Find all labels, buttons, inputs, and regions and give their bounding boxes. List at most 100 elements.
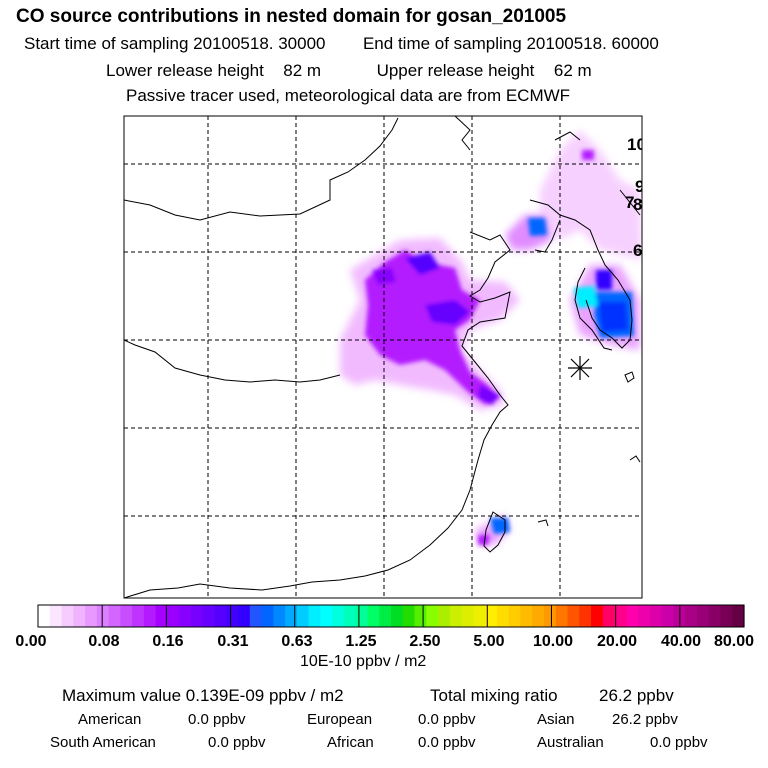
- end-time-value: 20100518. 60000: [526, 34, 659, 53]
- colorbar-swatch: [732, 605, 745, 627]
- colorbar-swatch: [249, 605, 263, 627]
- colorbar-swatch: [720, 605, 733, 627]
- colorbar-swatch: [308, 605, 321, 627]
- colorbar-swatch: [332, 605, 345, 627]
- colorbar-swatch: [120, 605, 133, 627]
- colorbar-swatch: [579, 605, 592, 627]
- max-value-label: Maximum value: [62, 686, 182, 705]
- max-value-line: Maximum value 0.139E-09 ppbv / m2: [62, 686, 344, 706]
- african-label: African: [327, 734, 374, 751]
- total-mixing-line: Total mixing ratio 26.2 ppbv: [430, 686, 674, 706]
- colorbar-swatch: [626, 605, 639, 627]
- australian-label: Australian: [537, 734, 604, 751]
- lat-lon-grid: [124, 116, 642, 598]
- european-label: European: [307, 711, 373, 728]
- colorbar-swatch: [61, 605, 74, 627]
- colorbar-swatch: [685, 605, 698, 627]
- colorbar-swatch: [108, 605, 121, 627]
- end-time-label: End time of sampling: [362, 34, 522, 53]
- south-american-value: 0.0 ppbv: [208, 734, 266, 751]
- sampling-times: Start time of sampling 20100518. 30000 E…: [24, 34, 659, 54]
- colorbar-swatch: [661, 605, 674, 627]
- european-value: 0.0 ppbv: [418, 711, 476, 728]
- colorbar-swatch: [649, 605, 663, 627]
- colorbar-swatch: [355, 605, 369, 627]
- colorbar-swatch: [461, 605, 474, 627]
- coastlines: [124, 116, 641, 598]
- lower-height-label: Lower release height: [106, 61, 264, 80]
- colorbar-swatch: [614, 605, 627, 627]
- colorbar-swatch: [485, 605, 498, 627]
- colorbar-tick: 2.50: [409, 633, 440, 650]
- colorbar-tick-labels: 0.00 0.08 0.16 0.31 0.63 1.25 2.50 5.00 …: [15, 633, 754, 650]
- edge-label: 8: [633, 195, 642, 214]
- colorbar-swatch: [708, 605, 722, 627]
- colorbar-swatch: [143, 605, 157, 627]
- tracer-note: Passive tracer used, meteorological data…: [126, 86, 571, 105]
- colorbar-swatch: [391, 605, 404, 627]
- total-mixing-value: 26.2 ppbv: [599, 686, 674, 705]
- edge-label: 6: [633, 241, 642, 260]
- colorbar-tick: 5.00: [473, 633, 504, 650]
- edge-label: 7: [625, 193, 634, 212]
- start-time-value: 20100518. 30000: [193, 34, 326, 53]
- colorbar-swatch: [96, 605, 110, 627]
- colorbar-swatch: [190, 605, 204, 627]
- colorbar-tick: 20.00: [597, 633, 637, 650]
- colorbar-swatch: [285, 605, 298, 627]
- colorbar-swatch: [38, 605, 51, 627]
- colorbar-swatch: [238, 605, 251, 627]
- start-time-label: Start time of sampling: [24, 34, 189, 53]
- lower-height-value: 82 m: [283, 61, 322, 80]
- colorbar-swatch: [508, 605, 522, 627]
- colorbar-swatch: [543, 605, 557, 627]
- asian-value: 26.2 ppbv: [612, 711, 678, 728]
- colorbar-swatch: [696, 605, 710, 627]
- colorbar-swatch: [567, 605, 580, 627]
- release-heights: Lower release height 82 m Upper release …: [106, 61, 592, 81]
- max-value: 0.139E-09 ppbv / m2: [185, 686, 344, 705]
- colorbar-swatch: [520, 605, 533, 627]
- colorbar-swatch: [226, 605, 239, 627]
- colorbar-swatch: [402, 605, 416, 627]
- colorbar-tick: 10.00: [533, 633, 573, 650]
- colorbar-swatch: [602, 605, 616, 627]
- colorbar-swatch: [414, 605, 427, 627]
- colorbar-tick: 0.16: [152, 633, 183, 650]
- colorbar-swatch: [202, 605, 216, 627]
- colorbar-swatch: [155, 605, 169, 627]
- colorbar-swatch: [296, 605, 310, 627]
- african-value: 0.0 ppbv: [418, 734, 476, 751]
- colorbar-swatch: [343, 605, 357, 627]
- colorbar-swatch: [438, 605, 451, 627]
- colorbar-frame: [37, 604, 745, 628]
- edge-label: 10: [627, 135, 646, 154]
- upper-height-label: Upper release height: [376, 61, 535, 80]
- american-value: 0.0 ppbv: [188, 711, 246, 728]
- colorbar-swatch: [73, 605, 86, 627]
- colorbar-swatch: [449, 605, 463, 627]
- colorbar-swatch: [320, 605, 333, 627]
- colorbar-swatch: [532, 605, 545, 627]
- american-label: American: [78, 711, 142, 728]
- colorbar-tick: 0.08: [88, 633, 119, 650]
- colorbar-swatch: [591, 605, 604, 627]
- colorbar-swatch: [261, 605, 274, 627]
- total-mixing-label: Total mixing ratio: [430, 686, 558, 705]
- upper-height-value: 62 m: [553, 61, 592, 80]
- colorbar-tick: 40.00: [661, 633, 701, 650]
- map-edge-labels: 10 9 7 8 6: [625, 135, 646, 260]
- receptor-marker: [568, 356, 592, 380]
- colorbar-swatch: [85, 605, 98, 627]
- colorbar-tick: 80.00: [714, 633, 754, 650]
- colorbar-swatch: [379, 605, 392, 627]
- colorbar-swatch: [367, 605, 380, 627]
- colorbar-tick: 0.00: [15, 633, 46, 650]
- south-american-label: South American: [50, 734, 156, 751]
- colorbar-swatch: [638, 605, 651, 627]
- colorbar-swatch: [167, 605, 180, 627]
- map-frame: [123, 115, 643, 599]
- colorbar-swatch: [214, 605, 227, 627]
- asian-label: Asian: [537, 711, 575, 728]
